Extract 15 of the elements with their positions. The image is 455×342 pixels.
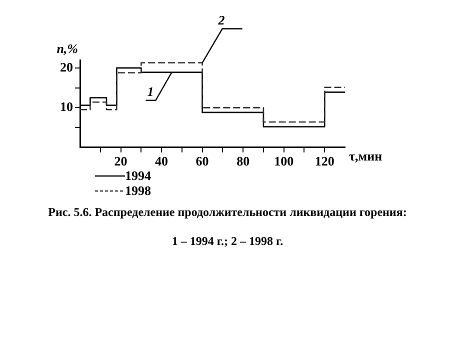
annotation: 2 [217, 12, 226, 28]
y-tick-label: 10 [60, 99, 73, 114]
legend-label: 1994 [125, 168, 151, 183]
text: Рис. 5.6. Распределение продолжительности ликвидации горения: [47, 205, 408, 220]
legend-label: 1998 [125, 183, 151, 198]
x-axis-title: τ,мин [349, 148, 383, 164]
x-tick-label: 80 [236, 154, 250, 169]
x-tick-label: 100 [274, 154, 294, 169]
x-tick-label: 40 [155, 154, 168, 169]
y-axis-title: n,% [56, 40, 78, 56]
x-tick-label: 20 [114, 154, 128, 169]
x-tick-label: 60 [196, 154, 209, 169]
x-tick-label: 120 [314, 154, 334, 169]
annotation: 1 [147, 84, 154, 100]
text: 1 – 1994 г.; 2 – 1998 г. [170, 234, 284, 249]
